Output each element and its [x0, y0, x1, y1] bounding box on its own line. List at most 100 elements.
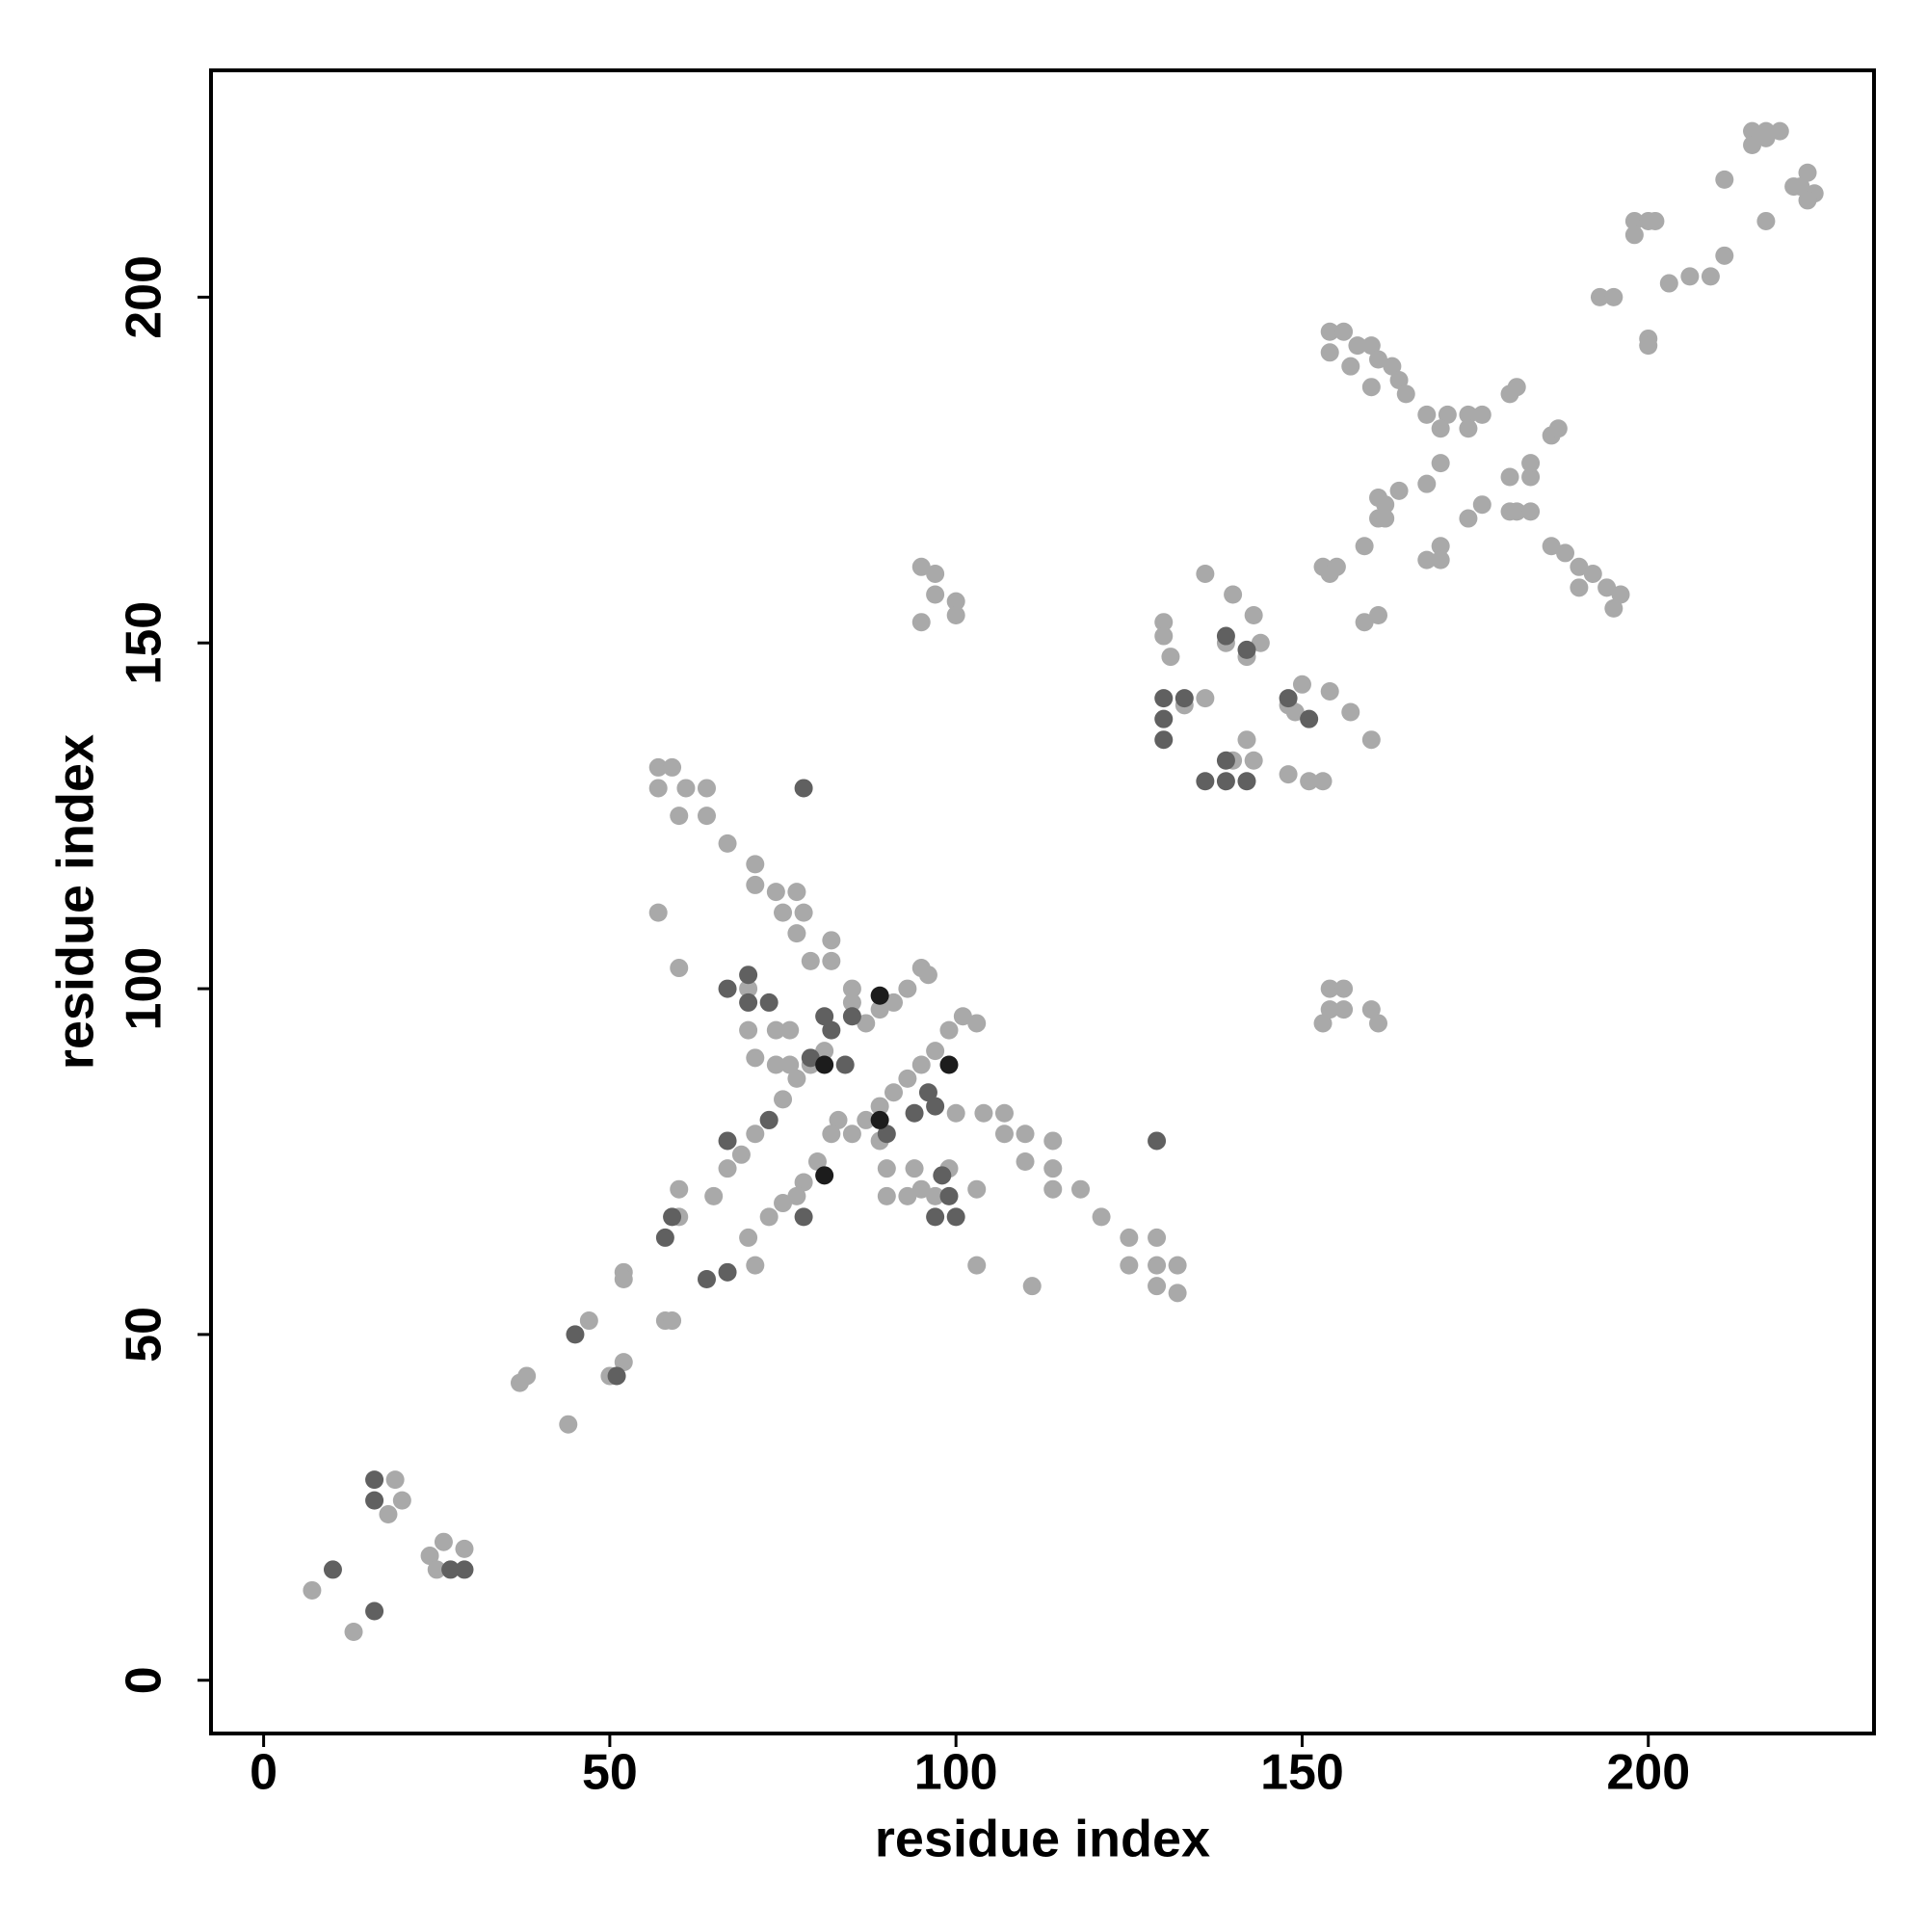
- point: [1431, 537, 1450, 556]
- point: [1472, 405, 1491, 424]
- point: [420, 1547, 439, 1566]
- point: [739, 979, 758, 998]
- point: [739, 1020, 758, 1040]
- point: [1327, 557, 1346, 576]
- point: [994, 1125, 1014, 1144]
- point: [746, 855, 765, 874]
- point: [953, 1007, 972, 1026]
- point: [1438, 405, 1457, 424]
- point: [1431, 454, 1450, 473]
- point: [1361, 730, 1381, 750]
- point: [739, 992, 758, 1012]
- point: [1798, 191, 1817, 210]
- point: [794, 1173, 813, 1192]
- point: [517, 1366, 537, 1386]
- point: [1334, 979, 1354, 998]
- point: [303, 1580, 322, 1600]
- point: [933, 1166, 952, 1185]
- point: [434, 1532, 453, 1551]
- point: [870, 1097, 889, 1116]
- point: [1798, 163, 1817, 182]
- point: [1320, 1000, 1339, 1019]
- point: [718, 1159, 737, 1178]
- point: [697, 779, 716, 798]
- point: [697, 807, 716, 826]
- point: [1389, 481, 1409, 500]
- point: [946, 606, 965, 625]
- point: [946, 1207, 965, 1227]
- point: [787, 1186, 806, 1205]
- point: [774, 1090, 793, 1109]
- point: [1237, 640, 1256, 659]
- point: [870, 1110, 889, 1129]
- point: [967, 1179, 987, 1199]
- point: [835, 1055, 855, 1074]
- point: [759, 992, 779, 1012]
- point: [1120, 1256, 1139, 1275]
- point: [822, 1125, 841, 1144]
- point: [455, 1560, 474, 1579]
- point: [1507, 502, 1526, 521]
- point: [1770, 121, 1789, 141]
- point: [1320, 343, 1339, 362]
- point: [1043, 1131, 1063, 1151]
- point: [323, 1560, 342, 1579]
- point: [1459, 419, 1478, 438]
- point: [1680, 267, 1700, 286]
- x-tick-label: 200: [1606, 1745, 1690, 1801]
- point: [739, 1228, 758, 1247]
- point: [670, 807, 689, 826]
- point: [974, 1103, 993, 1123]
- point: [1624, 225, 1644, 245]
- point: [1355, 613, 1374, 632]
- point: [911, 557, 931, 576]
- point: [905, 1159, 924, 1178]
- point: [1417, 474, 1437, 493]
- point: [1016, 1125, 1035, 1144]
- y-tick-label: 150: [117, 601, 172, 685]
- point: [1313, 772, 1333, 791]
- point: [1154, 626, 1174, 646]
- point: [1154, 613, 1174, 632]
- point: [807, 1151, 827, 1171]
- point: [766, 1020, 785, 1040]
- point: [1216, 772, 1235, 791]
- point: [794, 779, 813, 798]
- point: [939, 1055, 959, 1074]
- y-tick-label: 200: [117, 255, 172, 339]
- point: [379, 1504, 398, 1523]
- point: [939, 1186, 959, 1205]
- point: [926, 1207, 945, 1227]
- point: [1300, 709, 1319, 728]
- point: [1376, 495, 1395, 515]
- point: [1361, 336, 1381, 356]
- point: [884, 1083, 904, 1102]
- point: [1521, 502, 1541, 521]
- point: [926, 564, 945, 583]
- point: [455, 1539, 474, 1558]
- point: [926, 1186, 945, 1205]
- point: [365, 1491, 384, 1510]
- point: [926, 585, 945, 604]
- point: [1521, 467, 1541, 487]
- point: [1355, 537, 1374, 556]
- point: [746, 1256, 765, 1275]
- point: [697, 1269, 716, 1288]
- point: [704, 1186, 724, 1205]
- point: [663, 1207, 682, 1227]
- point: [365, 1470, 384, 1490]
- point: [1196, 564, 1215, 583]
- point: [1361, 378, 1381, 397]
- point: [1369, 606, 1388, 625]
- point: [718, 834, 737, 853]
- point: [870, 986, 889, 1005]
- point: [815, 1166, 834, 1185]
- point: [648, 903, 668, 922]
- point: [794, 1207, 813, 1227]
- y-tick-label: 0: [117, 1666, 172, 1694]
- y-axis-title: residue index: [46, 734, 104, 1070]
- point: [1043, 1159, 1063, 1178]
- point: [1320, 681, 1339, 701]
- point: [877, 1159, 896, 1178]
- point: [1244, 751, 1263, 770]
